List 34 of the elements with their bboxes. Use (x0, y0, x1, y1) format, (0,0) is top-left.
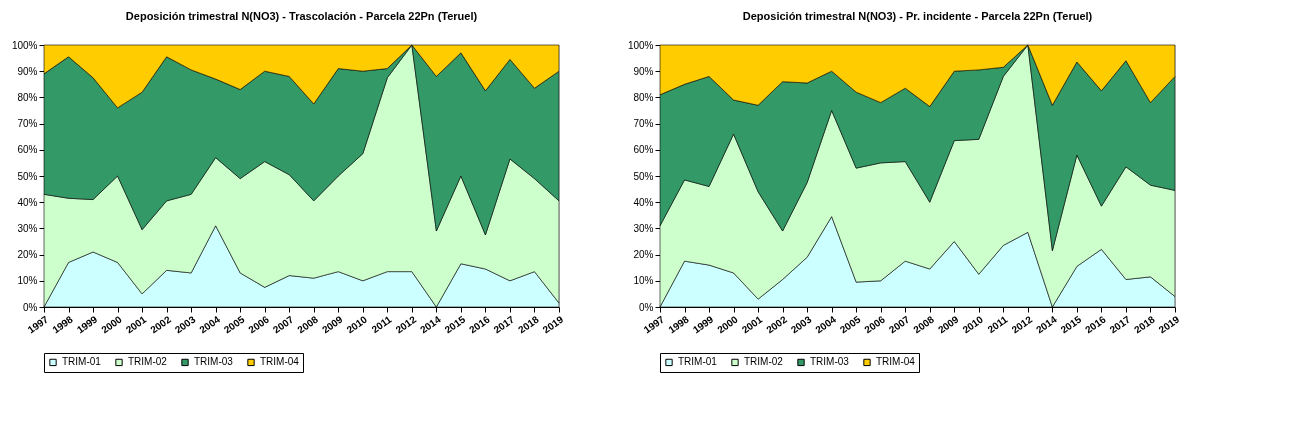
y-tick-label: 10% (633, 275, 654, 287)
y-tick-label: 70% (633, 118, 654, 130)
y-tick-label: 80% (17, 91, 38, 103)
y-tick-label: 90% (633, 65, 654, 77)
legend-label: TRIM-01 (62, 356, 102, 368)
y-tick-label: 50% (633, 170, 654, 182)
legend-label: TRIM-04 (876, 356, 916, 368)
y-tick-label: 0% (639, 301, 654, 313)
legend-label: TRIM-02 (744, 356, 784, 368)
chart-title: Deposición trimestral N(NO3) - Pr. incidente - Parcela 22Pn (Teruel) (742, 10, 1093, 22)
y-tick-label: 80% (633, 91, 654, 103)
y-tick-label: 60% (17, 144, 38, 156)
x-tick-label: 2011 (985, 313, 1010, 336)
legend-label: TRIM-03 (810, 356, 850, 368)
legend-label: TRIM-04 (260, 356, 300, 368)
y-tick-label: 40% (17, 196, 38, 208)
legend-label: TRIM-03 (194, 356, 234, 368)
chart-title: Deposición trimestral N(NO3) - Trascolación - Parcela 22Pn (Teruel) (125, 10, 478, 22)
y-tick-label: 0% (23, 301, 38, 313)
y-tick-label: 30% (17, 222, 38, 234)
y-tick-label: 100% (627, 39, 654, 51)
y-tick-label: 20% (633, 249, 654, 261)
y-tick-label: 40% (633, 196, 654, 208)
y-tick-label: 20% (17, 249, 38, 261)
y-tick-label: 60% (633, 144, 654, 156)
y-tick-label: 100% (11, 39, 38, 51)
y-tick-label: 50% (17, 170, 38, 182)
y-tick-label: 30% (633, 222, 654, 234)
y-tick-label: 70% (17, 118, 38, 130)
y-tick-label: 10% (17, 275, 38, 287)
x-tick-label: 2011 (369, 313, 394, 336)
legend-label: TRIM-02 (128, 356, 168, 368)
y-tick-label: 90% (17, 65, 38, 77)
legend-label: TRIM-01 (678, 356, 718, 368)
